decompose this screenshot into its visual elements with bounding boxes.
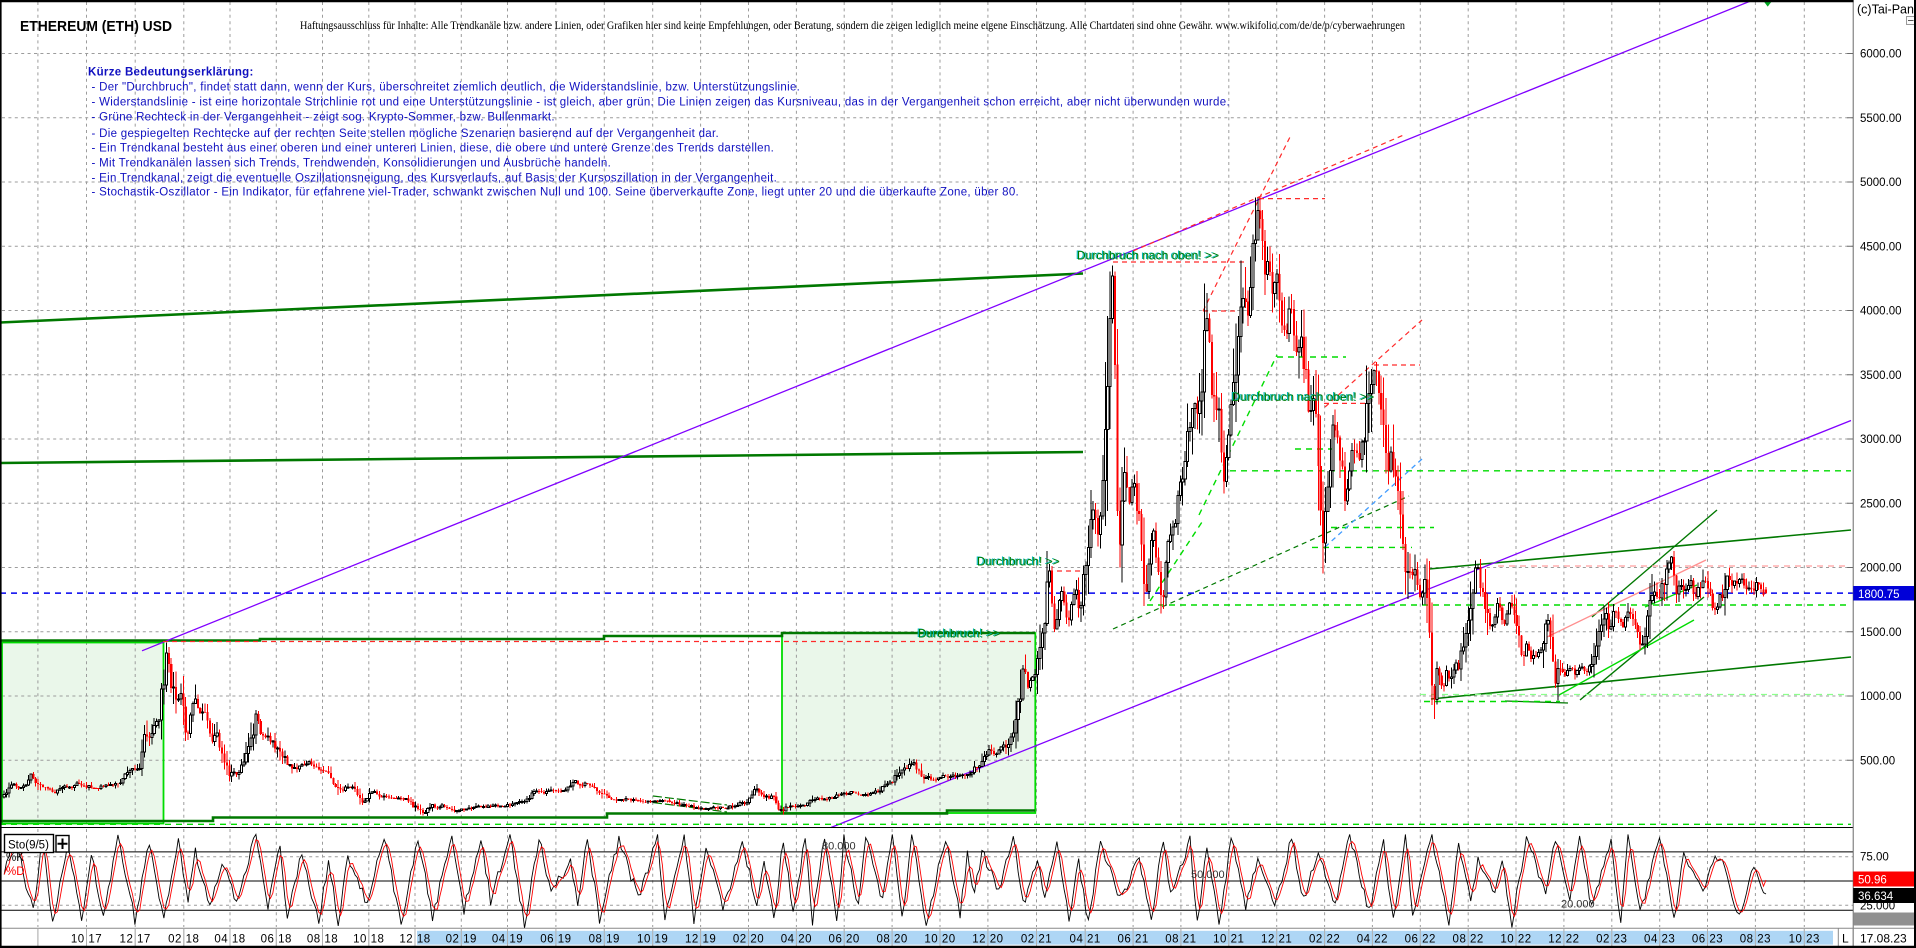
svg-text:Durchbruch! >>: Durchbruch! >>	[917, 626, 1000, 640]
svg-text:10 23: 10 23	[1789, 933, 1820, 945]
svg-text:Sto(9/5): Sto(9/5)	[8, 840, 49, 852]
svg-text:12 20: 12 20	[972, 933, 1003, 945]
svg-text:06 19: 06 19	[540, 933, 571, 945]
svg-text:- Die gespiegelten Rechtecke a: - Die gespiegelten Rechtecke auf der rec…	[92, 128, 719, 140]
svg-text:Durchbruch! >>: Durchbruch! >>	[976, 554, 1059, 568]
svg-text:Durchbruch nach oben! >>: Durchbruch nach oben! >>	[1076, 248, 1218, 262]
svg-text:- Widerstandslinie - ist eine: - Widerstandslinie - ist eine horizontal…	[92, 96, 1230, 108]
svg-text:04 22: 04 22	[1357, 933, 1388, 945]
svg-text:- Ein Trendkanal, zeigt die ev: - Ein Trendkanal, zeigt die eventuelle O…	[92, 172, 778, 184]
svg-text:4000.00: 4000.00	[1860, 306, 1902, 318]
svg-text:12 17: 12 17	[120, 933, 151, 945]
svg-text:10 18: 10 18	[353, 933, 384, 945]
svg-text:10 22: 10 22	[1500, 933, 1531, 945]
svg-text:12 22: 12 22	[1548, 933, 1579, 945]
svg-text:08 20: 08 20	[876, 933, 907, 945]
svg-text:ETHEREUM (ETH) USD: ETHEREUM (ETH) USD	[20, 18, 172, 35]
svg-text:5500.00: 5500.00	[1860, 113, 1902, 125]
svg-text:08 21: 08 21	[1165, 933, 1196, 945]
svg-text:06 23: 06 23	[1692, 933, 1723, 945]
svg-text:3500.00: 3500.00	[1860, 370, 1902, 382]
svg-text:Durchbruch nach oben! >>: Durchbruch nach oben! >>	[1077, 249, 1219, 263]
svg-text:04 19: 04 19	[492, 933, 523, 945]
svg-text:04 20: 04 20	[781, 933, 812, 945]
svg-text:1000.00: 1000.00	[1860, 691, 1902, 703]
svg-text:02 21: 02 21	[1021, 933, 1052, 945]
svg-text:20.000: 20.000	[1561, 899, 1595, 911]
svg-text:- Ein Trendkanal besteht aus e: - Ein Trendkanal besteht aus einer obere…	[92, 143, 775, 155]
svg-text:- Stochastik-Oszillator - Ein: - Stochastik-Oszillator - Ein Indikator,…	[92, 187, 1020, 199]
svg-text:(c)Tai-Pan: (c)Tai-Pan	[1857, 3, 1914, 17]
svg-text:%K: %K	[6, 852, 24, 864]
svg-text:Durchbruch nach oben! >>: Durchbruch nach oben! >>	[1231, 390, 1373, 404]
svg-text:- Grüne Rechteck in der Vergan: - Grüne Rechteck in der Vergangenheit - …	[92, 111, 555, 123]
svg-text:10 20: 10 20	[924, 933, 955, 945]
svg-text:500.00: 500.00	[1860, 755, 1895, 767]
svg-text:04 21: 04 21	[1070, 933, 1101, 945]
svg-text:2500.00: 2500.00	[1860, 498, 1902, 510]
svg-text:6000.00: 6000.00	[1860, 49, 1902, 61]
svg-text:5000.00: 5000.00	[1860, 177, 1902, 189]
svg-text:10 17: 10 17	[71, 933, 102, 945]
svg-text:50.96: 50.96	[1858, 875, 1887, 887]
svg-text:1800.75: 1800.75	[1858, 589, 1900, 601]
svg-text:12 19: 12 19	[685, 933, 716, 945]
svg-text:Durchbruch nach oben! >>: Durchbruch nach oben! >>	[1232, 390, 1374, 404]
svg-text:25.000: 25.000	[1860, 900, 1895, 912]
svg-text:02 19: 02 19	[446, 933, 477, 945]
svg-text:02 20: 02 20	[733, 933, 764, 945]
svg-text:75.00: 75.00	[1860, 852, 1889, 864]
svg-text:02 22: 02 22	[1309, 933, 1340, 945]
svg-text:06 21: 06 21	[1117, 933, 1148, 945]
svg-text:04 23: 04 23	[1644, 933, 1675, 945]
svg-text:Haftungsausschluss für Inhalte: Haftungsausschluss für Inhalte: Alle Tre…	[300, 18, 1405, 32]
svg-text:Durchbruch! >>: Durchbruch! >>	[977, 555, 1060, 569]
svg-text:10 19: 10 19	[637, 933, 668, 945]
svg-text:02 18: 02 18	[168, 933, 199, 945]
svg-text:06 20: 06 20	[829, 933, 860, 945]
svg-text:17.08.23: 17.08.23	[1860, 932, 1907, 946]
svg-text:Durchbruch! >>: Durchbruch! >>	[918, 627, 1001, 641]
svg-text:02 23: 02 23	[1596, 933, 1627, 945]
svg-text:- Der "Durchbruch", findet sta: - Der "Durchbruch", findet statt dann, w…	[92, 82, 801, 94]
svg-text:04 18: 04 18	[214, 933, 245, 945]
svg-text:08 19: 08 19	[589, 933, 620, 945]
svg-text:Kürze Bedeutungserklärung:: Kürze Bedeutungserklärung:	[88, 67, 254, 79]
svg-text:%D: %D	[6, 866, 25, 878]
svg-text:4500.00: 4500.00	[1860, 241, 1902, 253]
svg-text:08 18: 08 18	[307, 933, 338, 945]
svg-text:50.000: 50.000	[1191, 869, 1225, 881]
svg-text:08 22: 08 22	[1453, 933, 1484, 945]
svg-text:12 21: 12 21	[1261, 933, 1292, 945]
svg-text:06 22: 06 22	[1405, 933, 1436, 945]
svg-text:08 23: 08 23	[1740, 933, 1771, 945]
svg-text:80.000: 80.000	[822, 841, 856, 853]
svg-text:1500.00: 1500.00	[1860, 627, 1902, 639]
svg-text:L: L	[1842, 932, 1849, 946]
svg-text:10 21: 10 21	[1213, 933, 1244, 945]
svg-text:12 18: 12 18	[399, 933, 430, 945]
svg-text:3000.00: 3000.00	[1860, 434, 1902, 446]
svg-text:2000.00: 2000.00	[1860, 563, 1902, 575]
svg-text:06 18: 06 18	[261, 933, 292, 945]
svg-text:36.634: 36.634	[1858, 891, 1894, 903]
svg-text:- Mit Trendkanälen lassen sich: - Mit Trendkanälen lassen sich Trends, T…	[92, 157, 612, 169]
